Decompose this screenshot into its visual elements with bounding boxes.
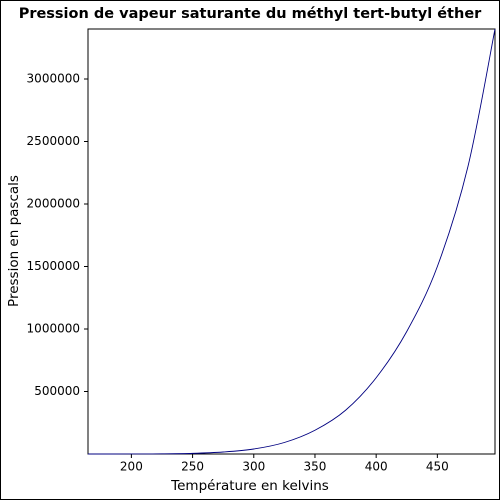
y-axis-label: Pression en pascals — [6, 175, 22, 307]
y-tick-label: 3000000 — [27, 72, 80, 86]
y-tick-label: 1500000 — [27, 259, 80, 273]
y-tick-label: 1000000 — [27, 322, 80, 336]
x-axis-label: Température en kelvins — [170, 478, 329, 494]
y-tick-label: 500000 — [34, 384, 80, 398]
plot-area — [87, 28, 496, 455]
x-tick-label: 250 — [181, 460, 204, 474]
y-tick-label: 2500000 — [27, 134, 80, 148]
y-tick-label: 2000000 — [27, 197, 80, 211]
x-tick-label: 200 — [120, 460, 143, 474]
data-line — [87, 28, 496, 455]
x-tick-label: 350 — [304, 460, 327, 474]
x-tick-label: 400 — [365, 460, 388, 474]
x-tick-label: 450 — [426, 460, 449, 474]
chart-title: Pression de vapeur saturante du méthyl t… — [19, 6, 482, 22]
x-tick-label: 300 — [242, 460, 265, 474]
